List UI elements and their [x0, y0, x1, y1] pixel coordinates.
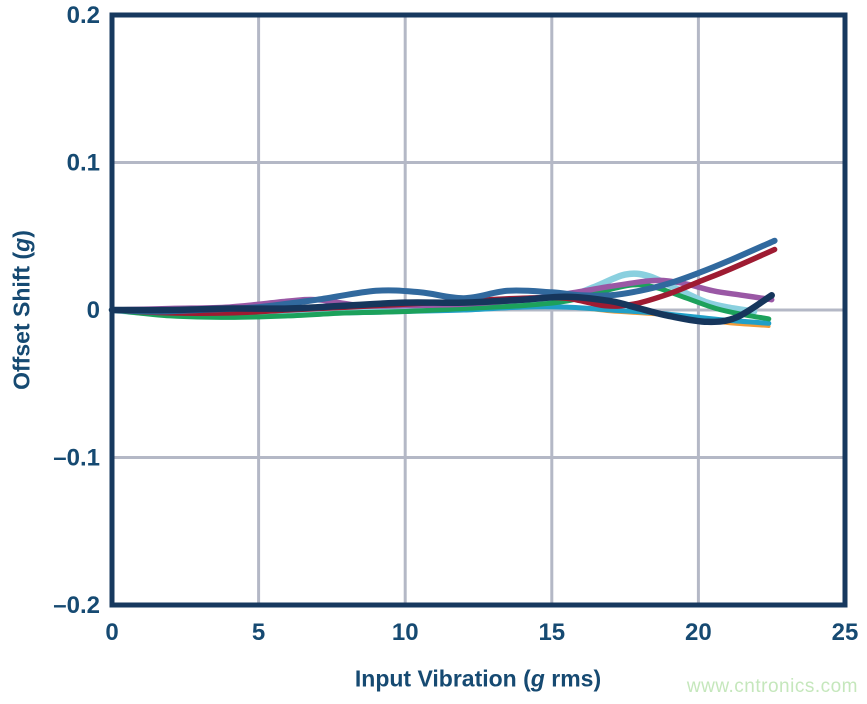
- y-axis-title-text: Offset Shift (: [8, 251, 35, 390]
- x-tick-label: 5: [252, 619, 265, 646]
- x-axis-title-close: rms): [544, 665, 602, 692]
- series-layer: [108, 237, 778, 328]
- series-line-unit-green: [109, 282, 772, 322]
- y-axis-tick-labels: 0.2 0.1 0 –0.1 –0.2: [53, 2, 100, 619]
- x-tick-label: 20: [685, 619, 712, 646]
- y-tick-label: 0: [87, 297, 100, 324]
- x-tick-label: 10: [392, 619, 419, 646]
- y-axis-title-italic-g: g: [8, 237, 35, 252]
- y-tick-label: 0.2: [67, 2, 100, 29]
- y-axis-title: Offset Shift (g): [9, 230, 36, 390]
- x-axis-title-text: Input Vibration (: [354, 665, 531, 692]
- x-tick-label: 25: [832, 619, 859, 646]
- y-axis-title-close: ): [8, 230, 35, 238]
- watermark-link[interactable]: www.cntronics.com: [686, 676, 858, 697]
- x-axis-title: Input Vibration (g rms): [355, 666, 601, 693]
- y-tick-label: –0.2: [53, 592, 100, 619]
- x-tick-label: 0: [105, 619, 118, 646]
- y-tick-label: –0.1: [53, 445, 100, 472]
- series-line-unit-dark-navy: [108, 292, 775, 326]
- x-tick-label: 15: [538, 619, 565, 646]
- y-tick-label: 0.1: [67, 150, 100, 177]
- plot-frame: [109, 12, 848, 608]
- x-axis-title-italic-g: g: [530, 665, 545, 692]
- x-axis-tick-labels: 0 5 10 15 20 25: [105, 619, 858, 646]
